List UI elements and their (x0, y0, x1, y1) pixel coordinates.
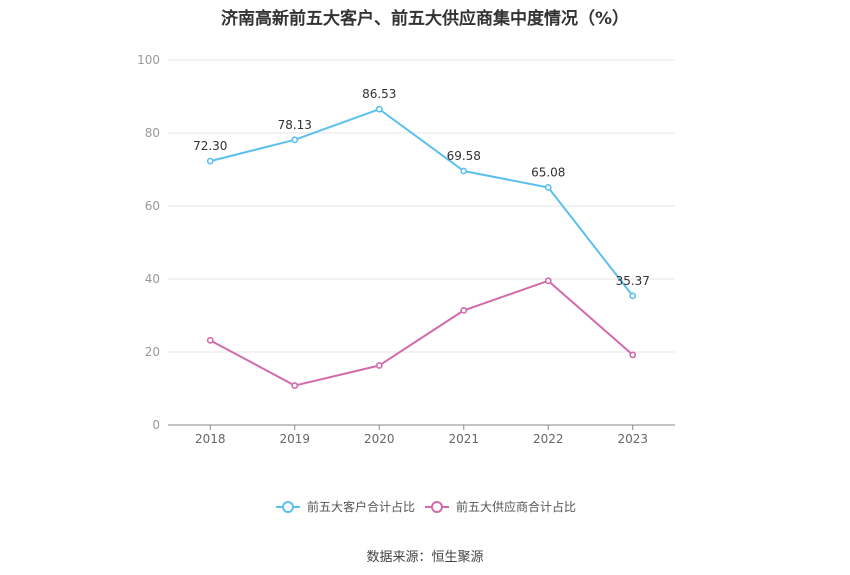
x-tick-label: 2022 (533, 432, 564, 446)
data-labels: 72.30 78.13 86.53 69.58 65.08 35.37 (193, 87, 650, 288)
series-group (206, 105, 637, 389)
legend-label: 前五大客户合计占比 (307, 499, 415, 514)
data-label: 78.13 (278, 118, 312, 132)
data-point (544, 184, 552, 191)
x-tick-label: 2023 (617, 432, 648, 446)
data-point (629, 351, 637, 359)
axes: 0 20 40 60 80 100 2018 2019 2020 2021 2022 2023 (137, 53, 675, 446)
y-tick-label: 80 (145, 126, 160, 140)
legend: 前五大客户合计占比 前五大供应商合计占比 (276, 499, 576, 514)
series-line-2 (209, 279, 634, 387)
grid-lines (168, 59, 675, 353)
legend-item-1: 前五大客户合计占比 (276, 499, 415, 514)
y-tick-label: 60 (145, 199, 160, 213)
y-tick-label: 20 (145, 345, 160, 359)
data-point (206, 157, 214, 165)
series-line-1 (210, 108, 634, 297)
chart-title: 济南高新前五大客户、前五大供应商集中度情况（%） (220, 9, 630, 29)
data-source: 数据来源：恒生聚源 (366, 550, 484, 565)
x-tick-label: 2020 (364, 432, 395, 446)
data-point (375, 105, 383, 113)
data-label: 72.30 (193, 139, 227, 153)
data-label: 35.37 (616, 274, 650, 288)
data-point (291, 136, 299, 144)
data-point (629, 292, 637, 300)
data-point (460, 167, 468, 175)
y-tick-label: 0 (152, 418, 160, 432)
x-tick-label: 2021 (448, 432, 479, 446)
x-tick-label: 2018 (195, 432, 226, 446)
data-point (206, 336, 214, 344)
data-point (375, 362, 383, 369)
x-tick-label: 2019 (279, 432, 310, 446)
legend-label: 前五大供应商合计占比 (456, 499, 576, 514)
data-point (460, 306, 468, 314)
legend-item-2: 前五大供应商合计占比 (425, 499, 576, 514)
y-tick-label: 100 (137, 53, 160, 67)
data-label: 86.53 (362, 87, 396, 101)
data-point (291, 382, 299, 389)
line-chart: 0 20 40 60 80 100 2018 2019 2020 2021 2022 2023 72.… (137, 53, 675, 514)
data-label: 65.08 (531, 165, 565, 179)
legend-swatch-marker (282, 501, 294, 513)
data-label: 69.58 (447, 149, 481, 163)
data-point (544, 277, 552, 285)
y-tick-label: 40 (145, 272, 160, 286)
legend-swatch-marker (431, 501, 443, 513)
